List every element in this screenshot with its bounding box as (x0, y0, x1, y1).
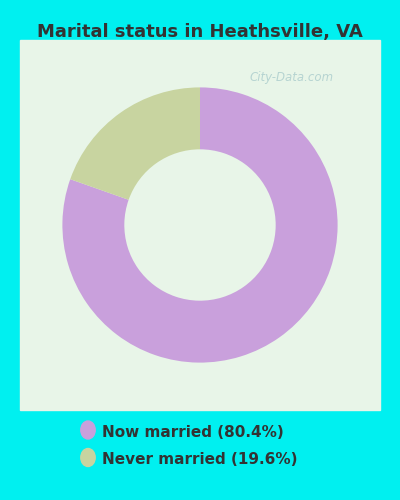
Wedge shape (70, 88, 200, 200)
Text: Never married (19.6%): Never married (19.6%) (102, 452, 298, 468)
Wedge shape (62, 88, 338, 362)
Text: Marital status in Heathsville, VA: Marital status in Heathsville, VA (37, 22, 363, 40)
Text: City-Data.com: City-Data.com (250, 71, 334, 84)
Text: Now married (80.4%): Now married (80.4%) (102, 425, 284, 440)
